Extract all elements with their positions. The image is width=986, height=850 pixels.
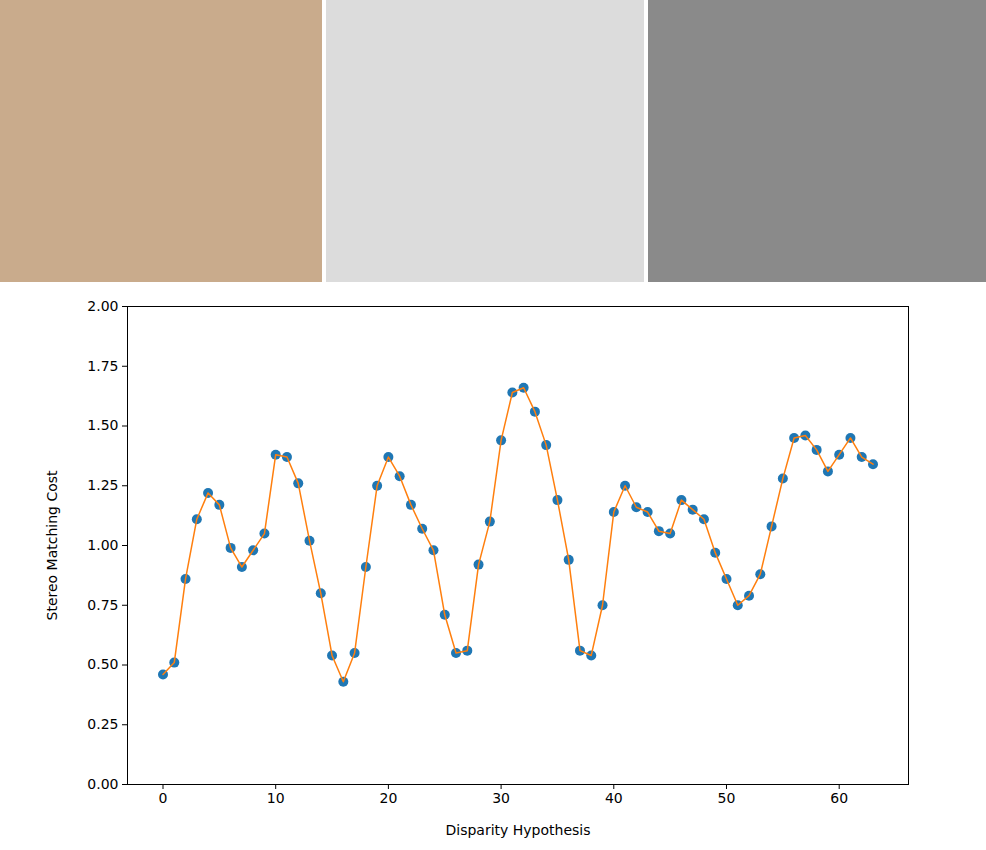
svg-text:1.50: 1.50 — [87, 417, 118, 433]
svg-text:60: 60 — [830, 790, 848, 806]
svg-text:1.00: 1.00 — [87, 537, 118, 553]
svg-text:1.25: 1.25 — [87, 477, 118, 493]
svg-text:20: 20 — [379, 790, 397, 806]
svg-text:30: 30 — [492, 790, 510, 806]
svg-text:0.00: 0.00 — [87, 776, 118, 792]
svg-text:10: 10 — [267, 790, 285, 806]
svg-text:1.75: 1.75 — [87, 358, 118, 374]
svg-text:0.25: 0.25 — [87, 716, 118, 732]
svg-text:2.00: 2.00 — [87, 298, 118, 314]
svg-text:40: 40 — [605, 790, 623, 806]
svg-text:0.50: 0.50 — [87, 656, 118, 672]
svg-text:Stereo Matching Cost: Stereo Matching Cost — [44, 470, 60, 621]
svg-text:Disparity Hypothesis: Disparity Hypothesis — [445, 822, 590, 838]
svg-text:0.75: 0.75 — [87, 597, 118, 613]
svg-text:0: 0 — [159, 790, 168, 806]
svg-text:50: 50 — [718, 790, 736, 806]
